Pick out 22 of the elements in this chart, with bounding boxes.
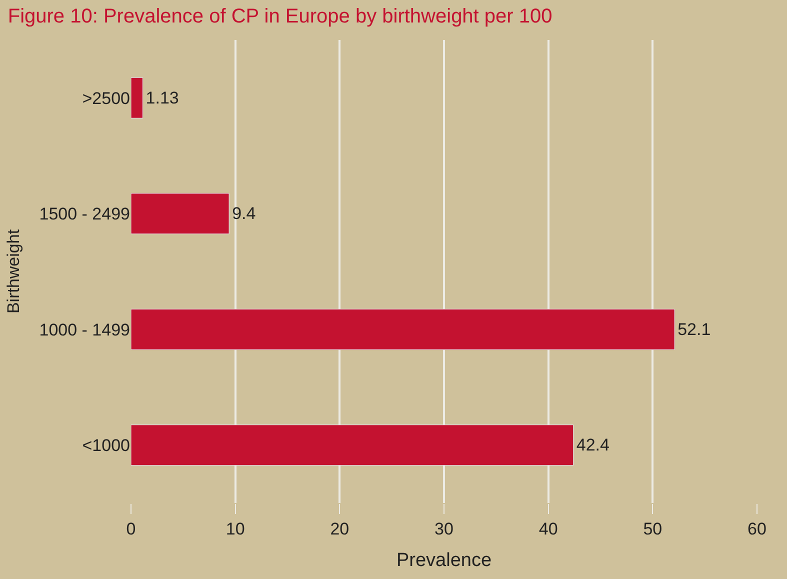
chart-title: Figure 10: Prevalence of CP in Europe by birthweight per 100 xyxy=(8,6,552,28)
x-tick-label: 50 xyxy=(643,519,662,538)
x-tick-label: 20 xyxy=(330,519,350,538)
x-tick-label: 40 xyxy=(538,519,558,538)
bar xyxy=(131,424,574,466)
data-label: 1.13 xyxy=(146,88,179,108)
bar xyxy=(131,77,144,118)
y-tick-label: 1500 - 2499 xyxy=(39,204,130,224)
bar xyxy=(131,308,675,350)
y-tick-label: <1000 xyxy=(82,436,130,456)
x-axis-title: Prevalence xyxy=(396,550,492,572)
x-tick-label: 60 xyxy=(748,519,766,538)
x-tick-label: 0 xyxy=(126,519,136,538)
data-label: 42.4 xyxy=(576,436,610,455)
data-label: 52.1 xyxy=(678,320,711,339)
x-tick-label: 30 xyxy=(434,519,454,538)
y-tick-label: >2500 xyxy=(82,88,130,108)
y-tick-label: 1000 - 1499 xyxy=(39,320,130,340)
data-label: 9.4 xyxy=(232,204,256,224)
x-tick-label: 10 xyxy=(226,519,245,538)
bar xyxy=(131,193,230,234)
y-axis-title: Birthweight xyxy=(4,229,23,314)
